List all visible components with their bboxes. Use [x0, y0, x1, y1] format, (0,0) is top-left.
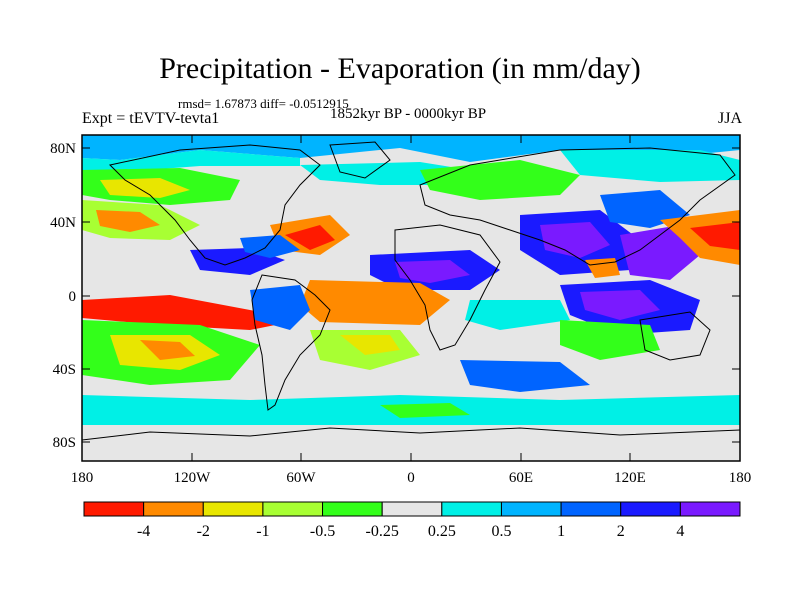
south-indian-green	[560, 320, 660, 360]
season-label: JJA	[718, 110, 743, 127]
lon-label-60w: 60W	[286, 470, 316, 486]
sahel-purple	[395, 260, 470, 283]
india-purple	[540, 222, 610, 258]
antarctic-neutral	[82, 425, 740, 461]
atlantic-red-core	[285, 225, 335, 250]
map-title: Precipitation - Evaporation (in mm/day)	[159, 52, 641, 85]
equatorial-orange	[300, 280, 450, 325]
europe-green	[420, 160, 580, 200]
lat-ticks	[82, 147, 740, 443]
colorbar-box	[560, 501, 622, 517]
time-period-label: 1852kyr BP - 0000kyr BP	[330, 106, 487, 122]
australia-coast	[639, 311, 711, 361]
nw-pacific-red	[690, 222, 740, 250]
lon-ticks	[81, 135, 631, 461]
east-pacific-red-tongue	[82, 295, 300, 330]
south-america-coast	[251, 274, 331, 411]
amazon-blue	[250, 285, 310, 330]
colorbar-label: -1	[256, 523, 269, 540]
colorbar-label: 2	[617, 523, 625, 540]
lat-label-80s: 80S	[53, 435, 76, 451]
experiment-label: Expt = tEVTV-tevta1	[82, 110, 220, 127]
lat-label-0: 0	[69, 289, 77, 305]
colorbar-label: 0.5	[491, 523, 511, 540]
lat-label-40n: 40N	[50, 215, 76, 231]
south-pacific-orange	[140, 340, 195, 360]
field-layer	[82, 135, 740, 461]
colorbar-box	[143, 501, 204, 517]
maritime-purple	[580, 290, 660, 320]
africa-coast	[394, 224, 501, 351]
lon-label-0: 0	[407, 470, 415, 486]
colorbar-labels: -4 -2 -1 -0.5 -0.25 0.25 0.5 1 2 4	[137, 523, 684, 540]
east-asia-blue	[600, 190, 690, 228]
north-pacific-orange	[96, 210, 160, 232]
nw-pacific-orange	[660, 210, 740, 265]
colorbar-label: -4	[137, 523, 150, 540]
lon-label-60e: 60E	[509, 470, 533, 486]
arctic-cyan-band	[82, 150, 300, 172]
colorbar-box	[381, 501, 443, 517]
colorbar-box	[202, 501, 264, 517]
bay-orange	[585, 258, 620, 278]
lon-label-180w: 180	[71, 470, 94, 486]
colorbar-box	[679, 501, 741, 517]
coastlines	[82, 141, 740, 441]
antarctica-coast	[82, 427, 740, 441]
lon-label-120e: 120E	[614, 470, 646, 486]
south-indian-blue	[460, 360, 590, 392]
colorbar-label: 0.25	[428, 523, 456, 540]
rmsd-diff-stats: rmsd= 1.67873 diff= -0.0512915	[178, 96, 349, 111]
north-america-coast	[108, 144, 321, 266]
colorbar-label: -0.5	[310, 523, 335, 540]
colorbar-box	[500, 501, 562, 517]
colorbar-box	[83, 501, 145, 517]
lat-label-40s: 40S	[53, 362, 76, 378]
south-atlantic-yellow	[340, 335, 400, 355]
caribbean-blue	[240, 235, 300, 258]
arctic-wet-region	[82, 135, 740, 162]
colorbar-label: 1	[557, 523, 565, 540]
colorbar-label: 4	[676, 523, 684, 540]
west-pacific-purple	[620, 225, 700, 280]
colorbar-box	[620, 501, 681, 517]
greenland-coast	[329, 141, 391, 179]
eurasia-coast	[419, 147, 736, 266]
colorbar-boxes	[83, 501, 741, 517]
lon-label-120w: 120W	[174, 470, 212, 486]
lon-label-180e: 180	[729, 470, 752, 486]
colorbar-box	[322, 501, 383, 517]
siberia-cyan	[560, 150, 740, 182]
colorbar-label: -2	[197, 523, 210, 540]
colorbar-box	[441, 501, 502, 517]
indian-ocean-cyan	[465, 300, 570, 330]
colorbar-label: -0.25	[366, 523, 399, 540]
north-pacific-yellow	[100, 178, 190, 198]
lat-label-80n: 80N	[50, 141, 76, 157]
colorbar-box	[262, 501, 324, 517]
southern-ocean-green	[380, 403, 470, 418]
